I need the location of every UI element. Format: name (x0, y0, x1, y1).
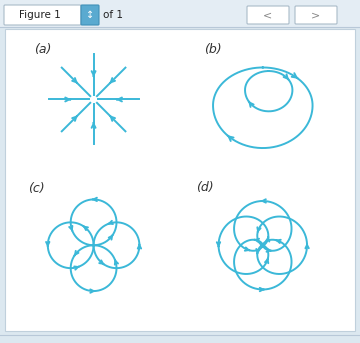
Text: (d): (d) (196, 181, 213, 194)
Text: <: < (264, 10, 273, 20)
Text: ↕: ↕ (86, 10, 94, 20)
Text: (a): (a) (34, 43, 52, 56)
Text: >: > (311, 10, 321, 20)
FancyBboxPatch shape (247, 6, 289, 24)
Text: (c): (c) (28, 182, 45, 196)
Text: of 1: of 1 (103, 10, 123, 20)
Text: (b): (b) (203, 43, 221, 56)
Bar (0, 0, 360, 27)
Bar (5, 29, 355, 331)
FancyBboxPatch shape (4, 5, 81, 25)
FancyBboxPatch shape (295, 6, 337, 24)
Text: Figure 1: Figure 1 (19, 10, 61, 20)
FancyBboxPatch shape (81, 5, 99, 25)
